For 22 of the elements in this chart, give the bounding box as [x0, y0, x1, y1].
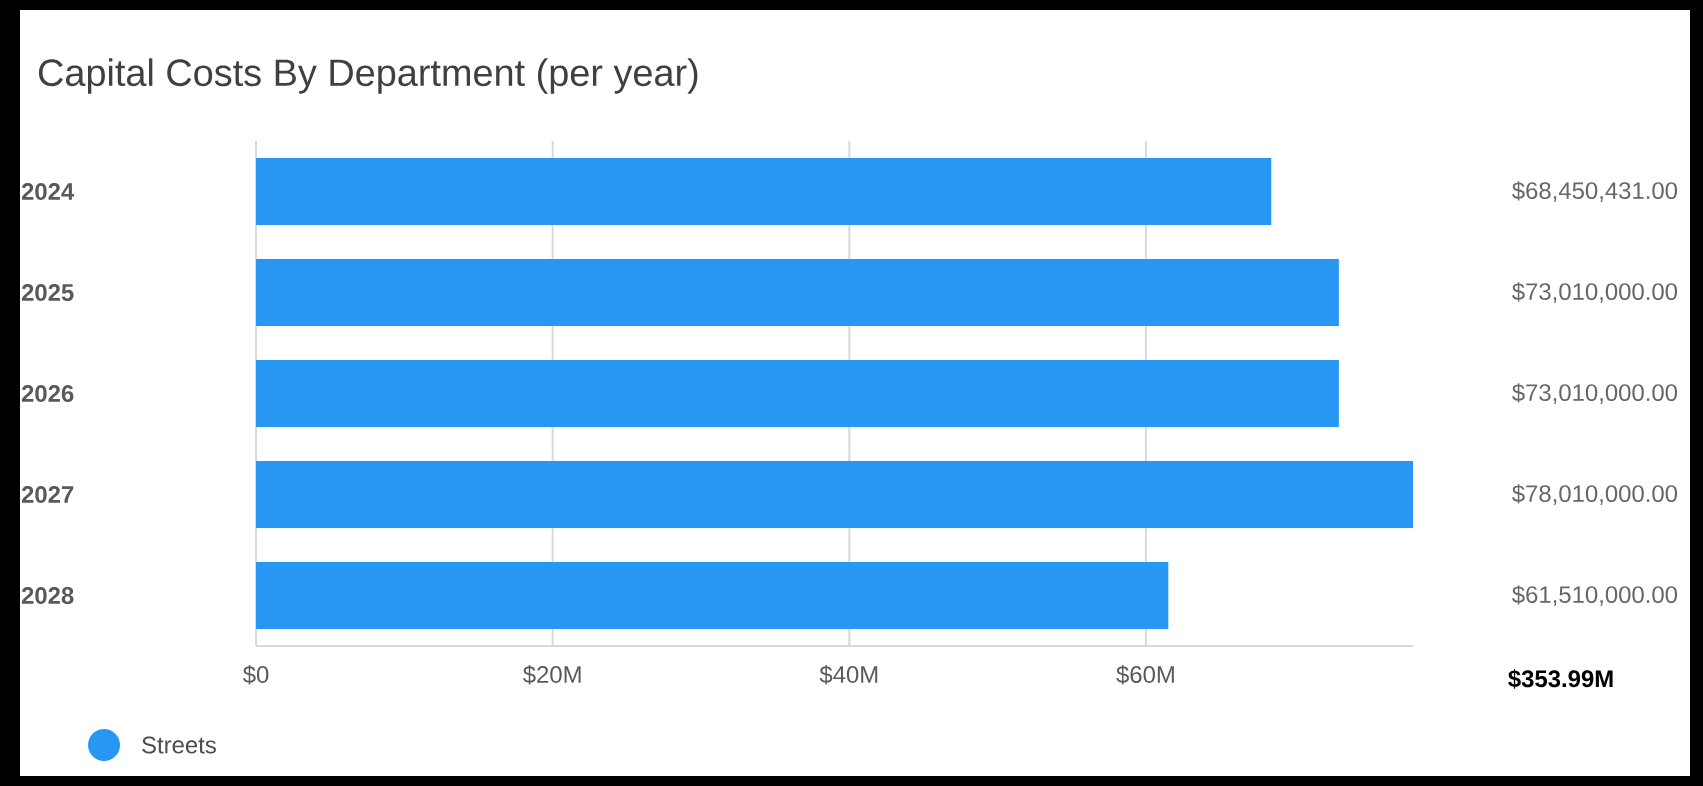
- bar: [256, 360, 1339, 428]
- y-tick-label: 2028: [21, 587, 74, 604]
- chart-title: Capital Costs By Department (per year): [38, 58, 698, 94]
- bar: [256, 461, 1414, 529]
- data-label: $73,010,000.00: [1512, 383, 1678, 404]
- y-tick-label: 2026: [21, 385, 74, 402]
- legend-label: Streets: [142, 736, 216, 754]
- x-tick-label: $40M: [819, 665, 878, 685]
- x-tick-label: $0: [242, 665, 269, 685]
- bar: [256, 259, 1339, 327]
- x-tick-label: $60M: [1116, 665, 1174, 685]
- bar: [256, 562, 1169, 630]
- data-label: $68,450,431.00: [1512, 181, 1678, 202]
- data-label: $61,510,000.00: [1512, 585, 1678, 606]
- data-label: $73,010,000.00: [1512, 282, 1678, 303]
- y-tick-label: 2027: [21, 486, 74, 503]
- text: $353.99M: [1508, 669, 1613, 689]
- y-tick-label: 2024: [21, 183, 75, 200]
- x-tick-label: $20M: [523, 665, 581, 685]
- y-tick-label: 2025: [21, 284, 74, 301]
- data-label: $78,010,000.00: [1512, 484, 1678, 505]
- bar: [256, 158, 1272, 226]
